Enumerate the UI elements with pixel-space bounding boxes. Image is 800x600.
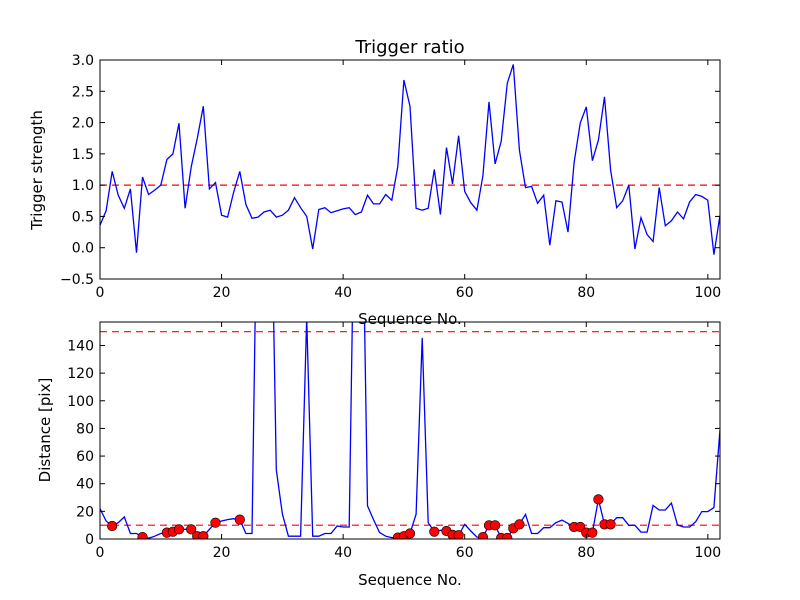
bottom-ytick-label: 140 [67, 338, 94, 354]
top-chart-title: Trigger ratio [354, 37, 464, 58]
bottom-y-axis-label: Distance [pix] [36, 378, 54, 483]
top-ytick-label: 1.5 [72, 147, 94, 163]
bottom-marker-point [477, 531, 489, 539]
top-ytick-label: 1.0 [72, 178, 94, 194]
top-ytick-label: 2.5 [72, 84, 94, 100]
bottom-ytick-label: 0 [85, 532, 94, 548]
top-plot-area [100, 64, 720, 255]
bottom-chart-axes: 0 20 40 60 80 100 0 20 40 60 80 100 120 140 [67, 321, 721, 561]
bottom-xtick-label: 60 [456, 545, 474, 561]
bottom-marker-point [587, 527, 598, 538]
bottom-marker-point [173, 524, 185, 535]
bottom-xtick-label: 20 [213, 545, 231, 561]
top-xtick-label: 0 [96, 285, 105, 301]
bottom-marker-point [234, 514, 245, 525]
bottom-ytick-label: 60 [76, 449, 94, 465]
bottom-marker-point [107, 520, 118, 532]
bottom-xtick-label: 100 [694, 545, 721, 561]
bottom-marker-point [404, 528, 416, 539]
bottom-marker-point [502, 532, 513, 539]
top-ytick-label: 0.0 [72, 241, 94, 257]
top-ytick-label: 2.0 [72, 116, 94, 132]
bottom-marker-point [593, 494, 604, 505]
top-ytick-label: 3.0 [72, 53, 94, 69]
bottom-marker-point [489, 520, 501, 531]
bottom-marker-point [453, 530, 464, 539]
top-x-axis-label: Sequence No. [358, 310, 462, 328]
top-xtick-label: 100 [694, 285, 721, 301]
bottom-ytick-label: 120 [67, 366, 94, 382]
top-xtick-label: 40 [334, 285, 352, 301]
top-chart-axes: 0 20 40 60 80 100 −0.5 0.0 0.5 1.0 1.5 2.0 2.5 3.0 [60, 53, 721, 301]
bottom-marker-point [198, 531, 209, 539]
bottom-series-line [100, 322, 720, 539]
top-ytick-label: 0.5 [72, 209, 94, 225]
bottom-ytick-label: 100 [67, 394, 94, 410]
bottom-plot-area [100, 322, 720, 539]
bottom-marker-point [186, 524, 197, 535]
top-y-axis-label: Trigger strength [28, 110, 46, 231]
bottom-marker-point [429, 526, 440, 537]
bottom-xtick-label: 40 [334, 545, 352, 561]
bottom-xtick-label: 80 [577, 545, 595, 561]
top-xtick-label: 80 [577, 285, 595, 301]
bottom-marker-point [605, 519, 616, 530]
top-xtick-label: 60 [456, 285, 474, 301]
top-axes-frame [99, 59, 721, 280]
top-series-line [100, 64, 720, 255]
bottom-ytick-label: 20 [76, 504, 94, 520]
bottom-xtick-label: 0 [96, 545, 105, 561]
bottom-axes-frame [99, 321, 721, 540]
top-ytick-label: −0.5 [60, 272, 94, 288]
bottom-marker-point [514, 519, 525, 530]
bottom-ytick-label: 80 [76, 421, 94, 437]
top-xtick-label: 20 [213, 285, 231, 301]
bottom-marker-point [210, 517, 221, 528]
bottom-marker-point [137, 531, 148, 539]
bottom-x-axis-label: Sequence No. [358, 571, 462, 589]
bottom-ytick-label: 40 [76, 477, 94, 493]
